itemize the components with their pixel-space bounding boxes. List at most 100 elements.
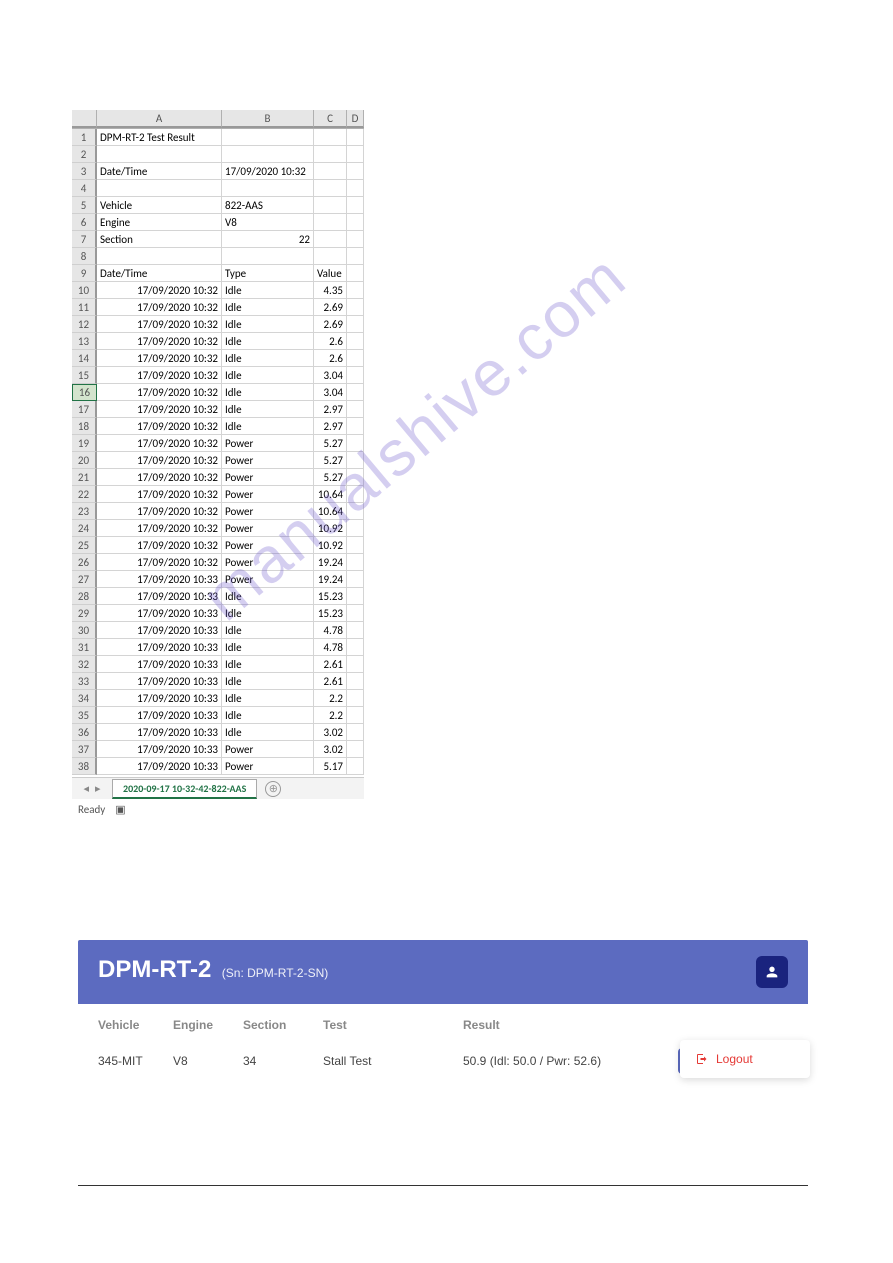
row-header[interactable]: 16	[72, 384, 97, 401]
cell[interactable]: 17/09/2020 10:32	[97, 486, 222, 503]
cell[interactable]: 3.02	[314, 741, 347, 758]
cell[interactable]	[347, 469, 364, 486]
cell[interactable]	[314, 248, 347, 265]
cell[interactable]: 5.17	[314, 758, 347, 775]
cell[interactable]: 2.6	[314, 350, 347, 367]
cell[interactable]: Idle	[222, 299, 314, 316]
cell[interactable]	[347, 656, 364, 673]
cell[interactable]: 2.2	[314, 707, 347, 724]
cell[interactable]: 5.27	[314, 469, 347, 486]
row-header[interactable]: 13	[72, 333, 97, 350]
cell[interactable]: Value	[314, 265, 347, 282]
cell[interactable]: 822-AAS	[222, 197, 314, 214]
cell[interactable]: Idle	[222, 384, 314, 401]
cell[interactable]: Idle	[222, 401, 314, 418]
cell[interactable]: Date/Time	[97, 163, 222, 180]
cell[interactable]: 17/09/2020 10:32	[97, 401, 222, 418]
cell[interactable]	[347, 724, 364, 741]
user-menu-button[interactable]	[756, 956, 788, 988]
cell[interactable]: 5.27	[314, 452, 347, 469]
cell[interactable]: Idle	[222, 350, 314, 367]
row-header[interactable]: 32	[72, 656, 97, 673]
row-header[interactable]: 20	[72, 452, 97, 469]
row-header[interactable]: 21	[72, 469, 97, 486]
cell[interactable]: 15.23	[314, 588, 347, 605]
cell[interactable]: 10.92	[314, 520, 347, 537]
cell[interactable]	[347, 503, 364, 520]
row-header[interactable]: 23	[72, 503, 97, 520]
cell[interactable]: Power	[222, 520, 314, 537]
cell[interactable]: 10.64	[314, 486, 347, 503]
cell[interactable]	[347, 197, 364, 214]
cell[interactable]	[347, 146, 364, 163]
cell[interactable]	[347, 367, 364, 384]
cell[interactable]: 4.78	[314, 639, 347, 656]
cell[interactable]: Vehicle	[97, 197, 222, 214]
cell[interactable]	[347, 639, 364, 656]
cell[interactable]: 17/09/2020 10:33	[97, 639, 222, 656]
cell[interactable]: 3.04	[314, 384, 347, 401]
cell[interactable]: 17/09/2020 10:32	[222, 163, 314, 180]
row-header[interactable]: 29	[72, 605, 97, 622]
cell[interactable]: Idle	[222, 588, 314, 605]
column-header-a[interactable]: A	[97, 110, 222, 128]
cell[interactable]: Power	[222, 503, 314, 520]
cell[interactable]: Section	[97, 231, 222, 248]
cell[interactable]: Idle	[222, 690, 314, 707]
cell[interactable]: 17/09/2020 10:32	[97, 503, 222, 520]
cell[interactable]	[314, 129, 347, 146]
cell[interactable]: Power	[222, 571, 314, 588]
cell[interactable]	[347, 758, 364, 775]
cell[interactable]	[222, 146, 314, 163]
cell[interactable]: Idle	[222, 622, 314, 639]
cell[interactable]: Power	[222, 537, 314, 554]
cell[interactable]: Power	[222, 469, 314, 486]
cell[interactable]: 17/09/2020 10:32	[97, 333, 222, 350]
cell[interactable]	[347, 333, 364, 350]
cell[interactable]: Idle	[222, 605, 314, 622]
cell[interactable]: Idle	[222, 656, 314, 673]
cell[interactable]: 10.64	[314, 503, 347, 520]
cell[interactable]	[347, 316, 364, 333]
cell[interactable]: Idle	[222, 707, 314, 724]
cell[interactable]	[314, 214, 347, 231]
cell[interactable]	[347, 282, 364, 299]
cell[interactable]	[314, 231, 347, 248]
cell[interactable]: 17/09/2020 10:33	[97, 622, 222, 639]
cell[interactable]: 2.69	[314, 299, 347, 316]
cell[interactable]: 17/09/2020 10:32	[97, 316, 222, 333]
cell[interactable]	[347, 163, 364, 180]
cell[interactable]	[347, 401, 364, 418]
cell[interactable]: 17/09/2020 10:33	[97, 673, 222, 690]
cell[interactable]: 17/09/2020 10:32	[97, 350, 222, 367]
cell[interactable]: 17/09/2020 10:32	[97, 418, 222, 435]
cell[interactable]	[97, 180, 222, 197]
cell[interactable]	[347, 129, 364, 146]
row-header[interactable]: 3	[72, 163, 97, 180]
cell[interactable]: Type	[222, 265, 314, 282]
row-header[interactable]: 9	[72, 265, 97, 282]
row-header[interactable]: 5	[72, 197, 97, 214]
cell[interactable]: 17/09/2020 10:32	[97, 452, 222, 469]
tab-prev-icon[interactable]: ◂	[83, 782, 89, 795]
cell[interactable]	[97, 248, 222, 265]
cell[interactable]: Power	[222, 486, 314, 503]
cell[interactable]	[347, 571, 364, 588]
cell[interactable]: 2.69	[314, 316, 347, 333]
cell[interactable]: Idle	[222, 639, 314, 656]
cell[interactable]	[222, 129, 314, 146]
cell[interactable]	[347, 180, 364, 197]
cell[interactable]: 17/09/2020 10:32	[97, 282, 222, 299]
select-all-corner[interactable]	[72, 110, 97, 128]
row-header[interactable]: 36	[72, 724, 97, 741]
row-header[interactable]: 33	[72, 673, 97, 690]
logout-menu-item[interactable]: Logout	[680, 1040, 810, 1078]
cell[interactable]: 19.24	[314, 554, 347, 571]
sheet-tab-active[interactable]: 2020-09-17 10-32-42-822-AAS	[112, 779, 257, 799]
cell[interactable]: Power	[222, 435, 314, 452]
row-header[interactable]: 24	[72, 520, 97, 537]
cell[interactable]: Power	[222, 452, 314, 469]
cell[interactable]: Idle	[222, 282, 314, 299]
cell[interactable]	[347, 265, 364, 282]
cell[interactable]: 15.23	[314, 605, 347, 622]
